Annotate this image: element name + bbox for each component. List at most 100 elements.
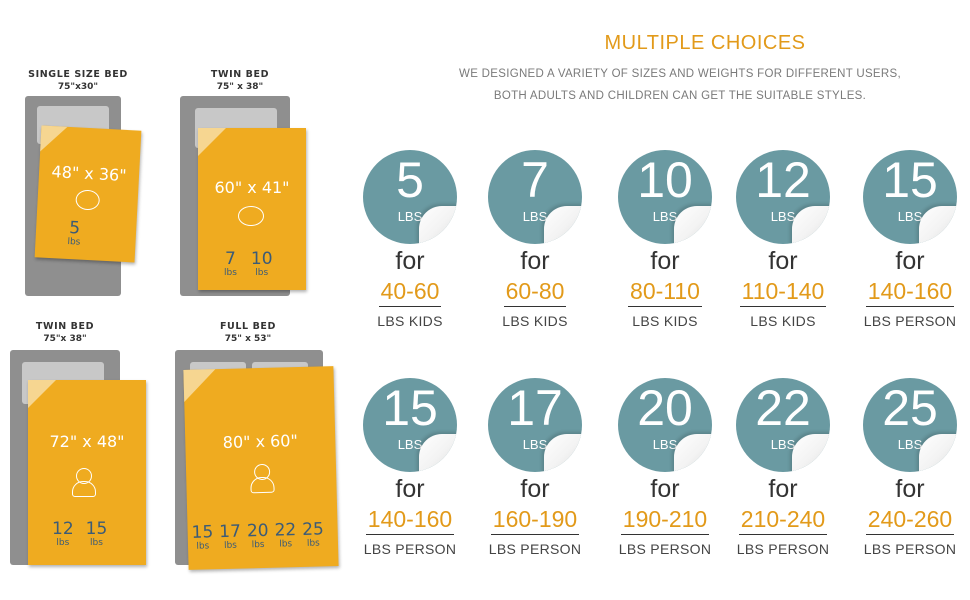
user-type: LBS PERSON: [363, 541, 457, 557]
weight-item: 22 lbs: [274, 520, 297, 550]
weight-option-card: 22 LBS for 210-240 LBS PERSON: [728, 378, 838, 557]
bed-label-full: FULL BED 75" x 53": [198, 320, 298, 346]
weight-option-card: 15 LBS for 140-160 LBS PERSON: [855, 150, 965, 329]
weight-option-card: 15 LBS for 140-160 LBS PERSON: [355, 378, 465, 557]
blanket-fold: [198, 128, 226, 156]
weight-unit: LBS: [522, 209, 548, 224]
child-face-icon: [75, 189, 101, 211]
page-curl-icon: [544, 206, 582, 244]
weight-circle-badge: 20 LBS: [618, 378, 712, 472]
bed-label-single: SINGLE SIZE BED 75"x30": [28, 68, 128, 94]
weight-range: 140-160: [365, 506, 455, 535]
bed-size: 75" x 53": [224, 334, 272, 344]
for-label: for: [768, 247, 798, 275]
weight-value: 17: [507, 380, 563, 436]
blanket-single: 48" x 36" 5 lbs: [34, 125, 142, 263]
weight-list: 12 lbs 15 lbs: [52, 520, 107, 549]
blanket-size: 72" x 48": [49, 432, 125, 451]
page-title: MULTIPLE CHOICES: [604, 32, 806, 54]
weight-range: 160-190: [490, 506, 580, 535]
weight-item: 12 lbs: [52, 519, 74, 548]
weight-unit: LBS: [652, 437, 678, 452]
weight-range: 60-80: [503, 278, 567, 307]
page-curl-icon: [919, 434, 957, 472]
user-type: LBS KIDS: [750, 313, 816, 329]
weight-item: 7 lbs: [224, 249, 237, 278]
weight-option-card: 20 LBS for 190-210 LBS PERSON: [610, 378, 720, 557]
blanket-size: 60" x 41": [214, 178, 290, 197]
weight-circle-badge: 25 LBS: [863, 378, 957, 472]
person-head-icon: [76, 468, 92, 484]
person-body-icon: [72, 481, 96, 497]
bed-name: TWIN BED: [35, 321, 95, 332]
for-label: for: [650, 475, 680, 503]
weight-range: 240-260: [865, 506, 955, 535]
user-type: LBS PERSON: [488, 541, 582, 557]
page-curl-icon: [419, 434, 457, 472]
for-label: for: [520, 247, 550, 275]
weight-circle-badge: 22 LBS: [736, 378, 830, 472]
user-type: LBS KIDS: [632, 313, 698, 329]
weight-item: 17 lbs: [219, 521, 242, 551]
bed-name: TWIN BED: [210, 69, 270, 80]
for-label: for: [395, 475, 425, 503]
weight-item: 20 lbs: [246, 520, 269, 551]
weight-list: 7 lbs 10 lbs: [224, 250, 273, 279]
person-body-icon: [250, 476, 275, 494]
user-type: LBS PERSON: [863, 313, 957, 329]
weight-circle-badge: 7 LBS: [488, 150, 582, 244]
for-label: for: [768, 475, 798, 503]
user-type: LBS KIDS: [502, 313, 568, 329]
weight-item: 15 lbs: [191, 522, 214, 552]
weight-option-card: 10 LBS for 80-110 LBS KIDS: [610, 150, 720, 329]
for-label: for: [520, 475, 550, 503]
weight-value: 15: [882, 152, 938, 208]
user-type: LBS KIDS: [377, 313, 443, 329]
weight-value: 10: [637, 152, 693, 208]
weight-unit: LBS: [770, 437, 796, 452]
blanket-full: 80" x 60" 15 lbs 17 lbs 20 lbs 22 lbs 25 lbs: [183, 366, 339, 570]
bed-size: 75" x 38": [216, 82, 264, 92]
weight-value: 25: [882, 380, 938, 436]
weight-range: 210-240: [738, 506, 828, 535]
blanket-size: 80" x 60": [222, 431, 299, 452]
weight-circle-badge: 12 LBS: [736, 150, 830, 244]
weight-unit: LBS: [652, 209, 678, 224]
weight-option-card: 5 LBS for 40-60 LBS KIDS: [355, 150, 465, 329]
weight-option-card: 25 LBS for 240-260 LBS PERSON: [855, 378, 965, 557]
weight-unit: LBS: [770, 209, 796, 224]
weight-circle-badge: 10 LBS: [618, 150, 712, 244]
bed-label-twin-2: TWIN BED 75"x 38": [15, 320, 115, 346]
weight-list: 15 lbs 17 lbs 20 lbs 22 lbs 25 lbs: [191, 519, 324, 552]
blanket-twin-2: 72" x 48" 12 lbs 15 lbs: [28, 380, 146, 565]
weight-unit: LBS: [397, 209, 423, 224]
blanket-fold: [40, 125, 68, 153]
weight-range: 190-210: [620, 506, 710, 535]
page-curl-icon: [792, 434, 830, 472]
blanket-fold: [183, 369, 217, 402]
bed-size: 75"x30": [57, 82, 99, 92]
weight-value: 22: [755, 380, 811, 436]
weight-option-card: 7 LBS for 60-80 LBS KIDS: [480, 150, 590, 329]
weight-option-card: 12 LBS for 110-140 LBS KIDS: [728, 150, 838, 329]
weight-range: 110-140: [739, 278, 827, 307]
blanket-size: 48" x 36": [51, 162, 128, 185]
weight-item: 10 lbs: [250, 249, 273, 278]
user-type: LBS PERSON: [863, 541, 957, 557]
weight-unit: LBS: [522, 437, 548, 452]
bed-name: FULL BED: [219, 321, 277, 332]
for-label: for: [895, 247, 925, 275]
weight-value: 12: [755, 152, 811, 208]
page-curl-icon: [544, 434, 582, 472]
bed-size: 75"x 38": [43, 334, 87, 344]
weight-range: 140-160: [865, 278, 955, 307]
weight-circle-badge: 5 LBS: [363, 150, 457, 244]
page-curl-icon: [792, 206, 830, 244]
weight-circle-badge: 15 LBS: [863, 150, 957, 244]
weight-value: 20: [637, 380, 693, 436]
for-label: for: [650, 247, 680, 275]
page-curl-icon: [419, 206, 457, 244]
user-type: LBS PERSON: [736, 541, 830, 557]
weight-range: 40-60: [378, 278, 442, 307]
page-curl-icon: [674, 434, 712, 472]
